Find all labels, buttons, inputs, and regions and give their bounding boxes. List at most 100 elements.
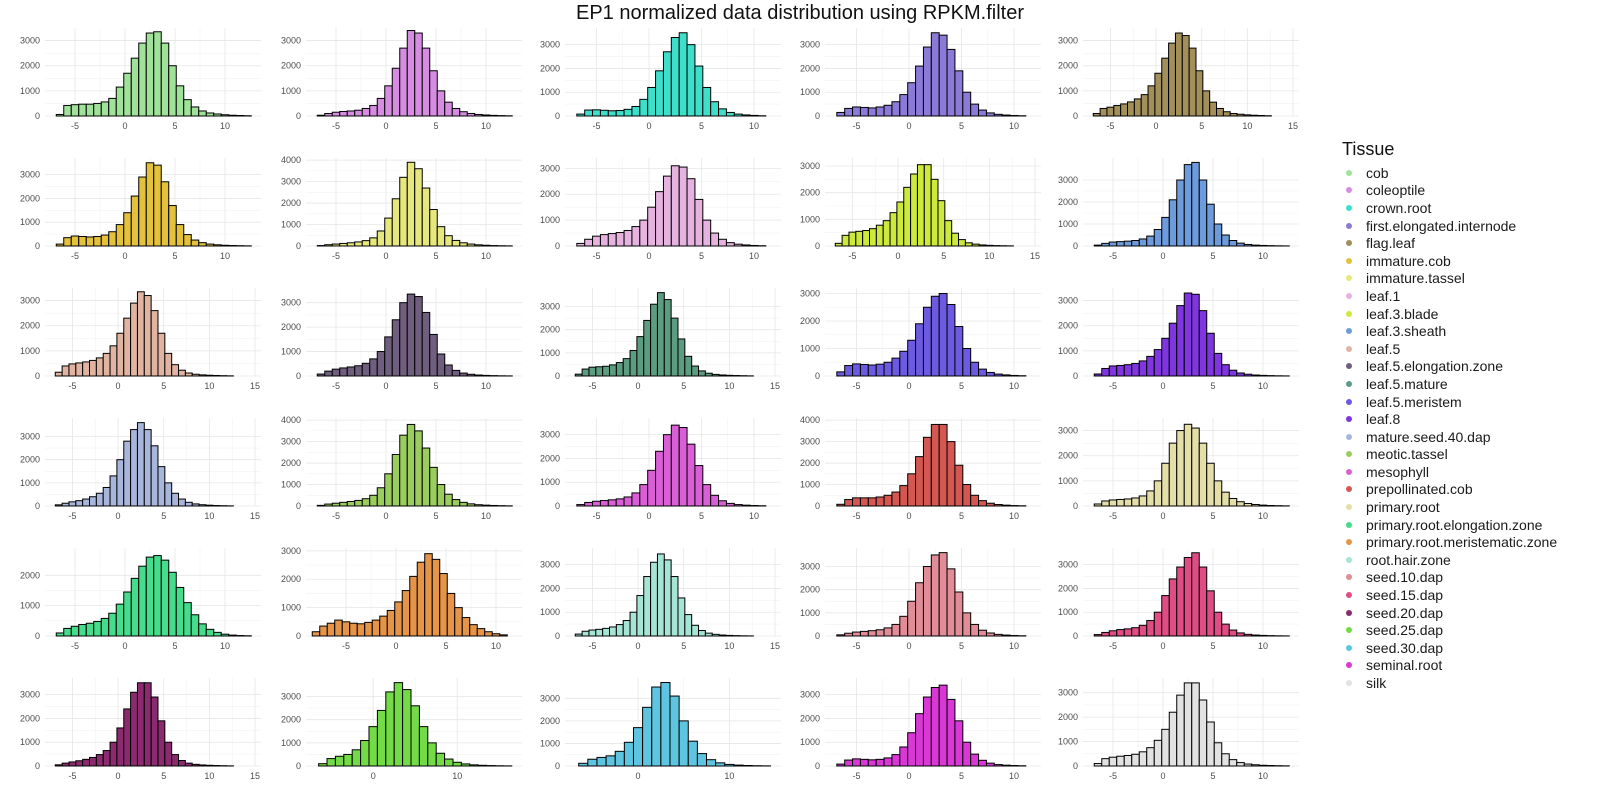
histogram-bar: [852, 758, 861, 767]
facet-first.elongated.internode: 0 1000 2000 3000 -5 0 5 10: [800, 28, 1041, 131]
histogram-bar: [978, 500, 987, 507]
y-tick-label: 0: [35, 111, 40, 121]
histogram-bar: [655, 70, 664, 117]
y-tick-label: 3000: [540, 302, 560, 312]
histogram-bar: [836, 111, 846, 117]
x-tick-label: -5: [852, 511, 860, 521]
histogram-bar: [334, 755, 345, 767]
histogram-bar: [1191, 293, 1200, 377]
x-tick-label: 0: [116, 381, 121, 391]
histogram-bar: [836, 371, 846, 377]
histogram-bar: [481, 244, 491, 247]
y-tick-label: 0: [555, 111, 560, 121]
histogram-bar: [444, 758, 454, 767]
y-tick-label: 2000: [1058, 583, 1078, 593]
histogram-bar: [1101, 367, 1110, 377]
histogram-bar: [584, 109, 594, 117]
y-tick-label: 2000: [800, 316, 820, 326]
histogram-bar: [1108, 756, 1118, 767]
histogram-bar: [710, 232, 720, 247]
histogram-bar: [205, 764, 214, 767]
x-tick-label: -5: [852, 771, 860, 781]
legend-label: leaf.5.elongation.zone: [1366, 358, 1503, 375]
x-tick-label: -5: [1106, 121, 1114, 131]
legend-item: primary.root: [1342, 498, 1592, 516]
histogram-bar: [1120, 103, 1129, 117]
legend-key: [1346, 504, 1352, 511]
histogram-bar: [1138, 238, 1148, 247]
y-tick-label: 1000: [20, 86, 40, 96]
histogram-bar: [175, 586, 185, 637]
x-tick-label: 5: [1210, 771, 1215, 781]
histogram-bar: [970, 103, 980, 117]
histogram-bar: [324, 244, 333, 247]
y-tick-label: 2000: [540, 325, 560, 335]
y-tick-label: 0: [296, 761, 301, 771]
histogram-bar: [923, 164, 932, 247]
histogram-bar: [615, 498, 625, 507]
legend-key: [1346, 486, 1352, 493]
histogram-bar: [711, 633, 720, 637]
facet-mesophyll: 0 1000 2000 3000 -5 0 5 10: [540, 418, 781, 521]
x-tick-label: 10: [1258, 641, 1268, 651]
histogram-bar: [82, 361, 91, 377]
histogram-bar: [184, 501, 193, 507]
histogram-bar: [623, 108, 633, 117]
histogram-bar: [444, 101, 453, 117]
y-tick-label: 0: [815, 111, 820, 121]
x-tick-label: 5: [959, 511, 964, 521]
histogram-bar: [384, 217, 393, 247]
histogram-bar: [459, 501, 468, 507]
histogram-bar: [346, 366, 356, 377]
legend-label: silk: [1366, 675, 1387, 692]
histogram-bar: [220, 114, 230, 117]
histogram-bar: [944, 220, 953, 247]
y-tick-label: 3000: [281, 437, 301, 447]
histogram-bar: [1168, 42, 1176, 117]
histogram-bar: [623, 741, 634, 767]
histogram-bar: [848, 231, 857, 247]
histogram-bar: [444, 493, 453, 507]
histogram-bar: [1140, 94, 1149, 117]
histogram-bar: [993, 373, 1003, 377]
histogram-bar: [938, 34, 948, 117]
histogram-bar: [123, 72, 132, 117]
histogram-bar: [391, 453, 401, 507]
y-tick-label: 1000: [20, 217, 40, 227]
histogram-bar: [1161, 57, 1170, 117]
histogram-bar: [576, 242, 586, 247]
facet-crown.root: 0 1000 2000 3000 -5 0 5 10: [540, 28, 781, 131]
histogram-bar: [446, 592, 456, 637]
x-tick-label: 5: [1199, 121, 1204, 131]
histogram-bar: [946, 304, 956, 377]
legend-item: immature.cob: [1342, 252, 1592, 270]
x-tick-label: 5: [433, 121, 438, 131]
histogram-bar: [150, 310, 159, 377]
x-tick-label: 0: [383, 121, 388, 131]
histogram-bar: [109, 345, 118, 377]
x-tick-label: 10: [220, 641, 230, 651]
histogram-bar: [1131, 362, 1140, 377]
legend-key: [1346, 310, 1352, 317]
x-tick-label: 5: [172, 121, 177, 131]
y-tick-label: 0: [1073, 631, 1078, 641]
histogram-bar: [82, 498, 91, 507]
histogram-bar: [1174, 32, 1183, 117]
histogram-bar: [469, 764, 479, 767]
histogram-bar: [718, 500, 727, 507]
histogram-bar: [460, 763, 471, 767]
x-tick-label: 10: [220, 121, 230, 131]
x-tick-label: 5: [1210, 511, 1215, 521]
x-tick-label: -5: [852, 641, 860, 651]
histogram-bar: [123, 440, 132, 507]
legend-label: primary.root.meristematic.zone: [1366, 534, 1558, 551]
histogram-bar: [406, 293, 416, 377]
histogram-bar: [588, 629, 597, 637]
histogram-bar: [228, 634, 237, 637]
y-tick-label: 1000: [540, 87, 560, 97]
histogram-bar: [1176, 430, 1185, 507]
histogram-bar: [1147, 85, 1156, 117]
histogram-bar: [1093, 373, 1103, 377]
x-tick-label: 0: [393, 641, 398, 651]
legend-item: primary.root.meristematic.zone: [1342, 533, 1592, 551]
